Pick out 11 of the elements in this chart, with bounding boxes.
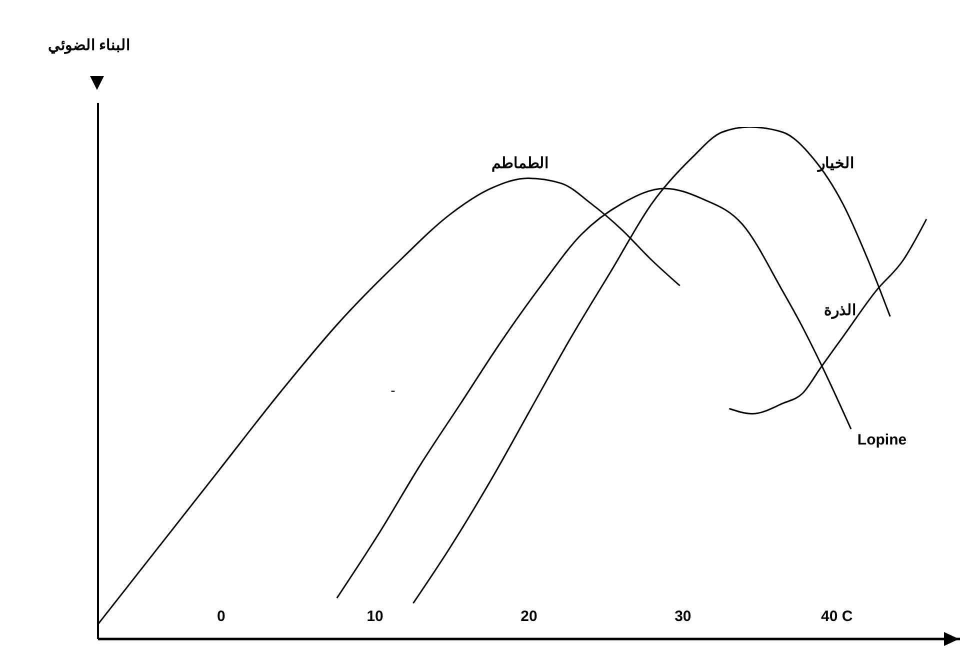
y-axis-title: البناء الضوئي: [48, 36, 130, 54]
series-label: Lopine: [857, 432, 907, 448]
series-label: الذرة: [824, 301, 856, 319]
x-tick-label: 40 C: [821, 608, 853, 625]
x-tick-label: 10: [366, 608, 384, 625]
x-tick-label: 20: [520, 608, 538, 625]
series-label: الخيار: [818, 154, 854, 172]
x-tick-label: 0: [216, 608, 226, 625]
series-label: الطماطم: [492, 154, 548, 172]
x-tick-label: 30: [674, 608, 692, 625]
annotation: -: [390, 382, 396, 398]
